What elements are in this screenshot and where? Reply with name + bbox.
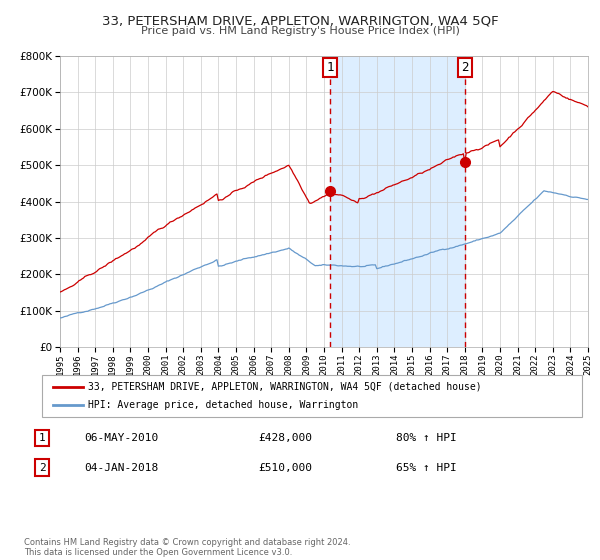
Text: 1: 1 xyxy=(326,61,334,74)
Text: £510,000: £510,000 xyxy=(258,463,312,473)
Text: 2: 2 xyxy=(38,463,46,473)
Text: 04-JAN-2018: 04-JAN-2018 xyxy=(84,463,158,473)
Bar xyxy=(330,56,465,347)
Text: 1: 1 xyxy=(38,433,46,443)
Text: £428,000: £428,000 xyxy=(258,433,312,443)
Text: 2: 2 xyxy=(461,61,469,74)
Text: 06-MAY-2010: 06-MAY-2010 xyxy=(84,433,158,443)
Text: 33, PETERSHAM DRIVE, APPLETON, WARRINGTON, WA4 5QF (detached house): 33, PETERSHAM DRIVE, APPLETON, WARRINGTO… xyxy=(88,382,482,392)
Text: 33, PETERSHAM DRIVE, APPLETON, WARRINGTON, WA4 5QF: 33, PETERSHAM DRIVE, APPLETON, WARRINGTO… xyxy=(101,14,499,27)
Text: HPI: Average price, detached house, Warrington: HPI: Average price, detached house, Warr… xyxy=(88,400,358,410)
Text: Price paid vs. HM Land Registry's House Price Index (HPI): Price paid vs. HM Land Registry's House … xyxy=(140,26,460,36)
Text: 80% ↑ HPI: 80% ↑ HPI xyxy=(396,433,457,443)
Text: Contains HM Land Registry data © Crown copyright and database right 2024.
This d: Contains HM Land Registry data © Crown c… xyxy=(24,538,350,557)
Text: 65% ↑ HPI: 65% ↑ HPI xyxy=(396,463,457,473)
